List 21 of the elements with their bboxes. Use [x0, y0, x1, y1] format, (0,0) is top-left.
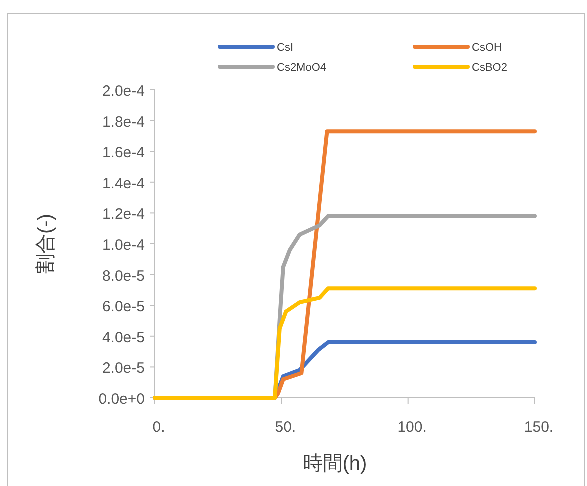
y-tick-label: 6.0e-5	[102, 298, 145, 316]
x-tick-label: 50.	[275, 419, 296, 436]
legend-label: CsBO2	[472, 62, 508, 74]
y-axis-title: 割合(-)	[35, 214, 57, 274]
y-tick-label: 2.0e-5	[102, 360, 145, 378]
y-tick-label: 1.0e-4	[102, 237, 145, 254]
y-tick-label: 0.0e+0	[98, 391, 145, 408]
y-tick-label: 1.8e-4	[102, 114, 145, 131]
x-tick-label: 0.	[152, 419, 166, 436]
y-tick-label: 8.0e-5	[102, 268, 145, 285]
y-tick-label: 4.0e-5	[102, 329, 145, 346]
x-tick-label: 150.	[524, 419, 554, 436]
y-tick-label: 1.2e-4	[102, 206, 145, 224]
y-tick-label: 1.4e-4	[102, 175, 145, 192]
x-tick-label: 100.	[398, 419, 427, 436]
legend-label: Cs2MoO4	[277, 62, 327, 74]
legend-label: CsOH	[472, 42, 502, 54]
x-axis-title: 時間(h)	[302, 453, 368, 475]
y-tick-label: 2.0e-4	[102, 83, 145, 100]
legend-label: CsI	[277, 42, 294, 54]
y-tick-label: 1.6e-4	[102, 144, 145, 162]
